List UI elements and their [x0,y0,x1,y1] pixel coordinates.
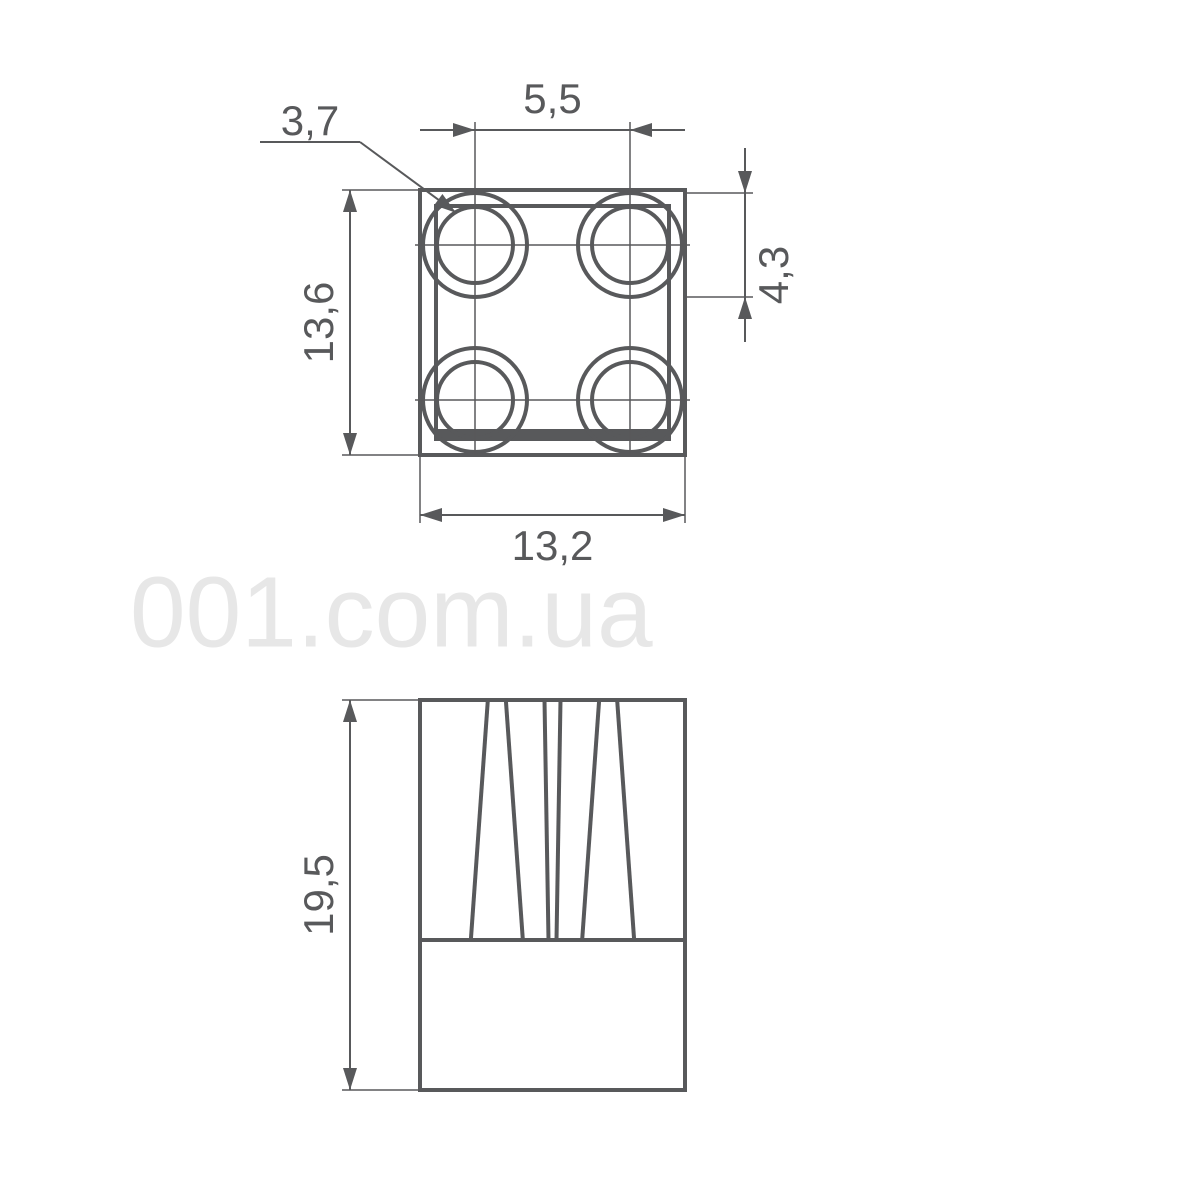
dim-19-5-label: 19,5 [295,854,342,936]
top-view: 5,5 3,7 4,3 13,6 13,2 [260,75,797,569]
dim-5-5-label: 5,5 [523,75,581,122]
dim-4-3-label: 4,3 [750,246,797,304]
watermark: 001.com.ua [130,556,653,668]
technical-drawing: 001.com.ua 5,5 3,7 4,3 13,6 13,2 19,5 [0,0,1200,1200]
side-view: 19,5 [295,700,685,1090]
dim-13-2-label: 13,2 [512,522,594,569]
dim-13-6-label: 13,6 [295,282,342,364]
dim-3-7-label: 3,7 [281,97,339,144]
